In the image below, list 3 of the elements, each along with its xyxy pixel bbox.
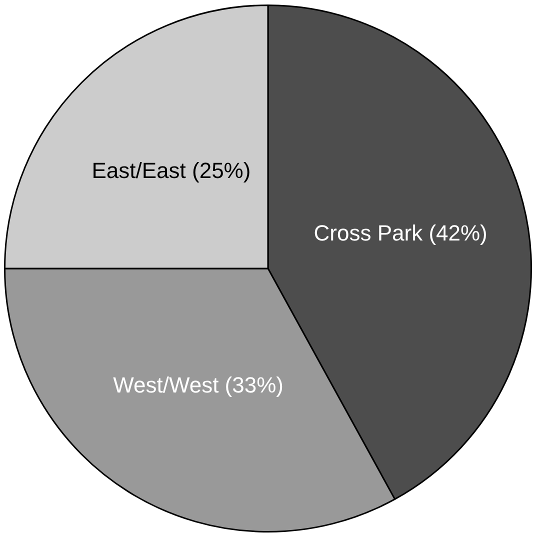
slice-label: Cross Park (42%) [314, 220, 488, 246]
slice-label: East/East (25%) [92, 158, 251, 183]
slice-label: West/West (33%) [113, 372, 284, 398]
